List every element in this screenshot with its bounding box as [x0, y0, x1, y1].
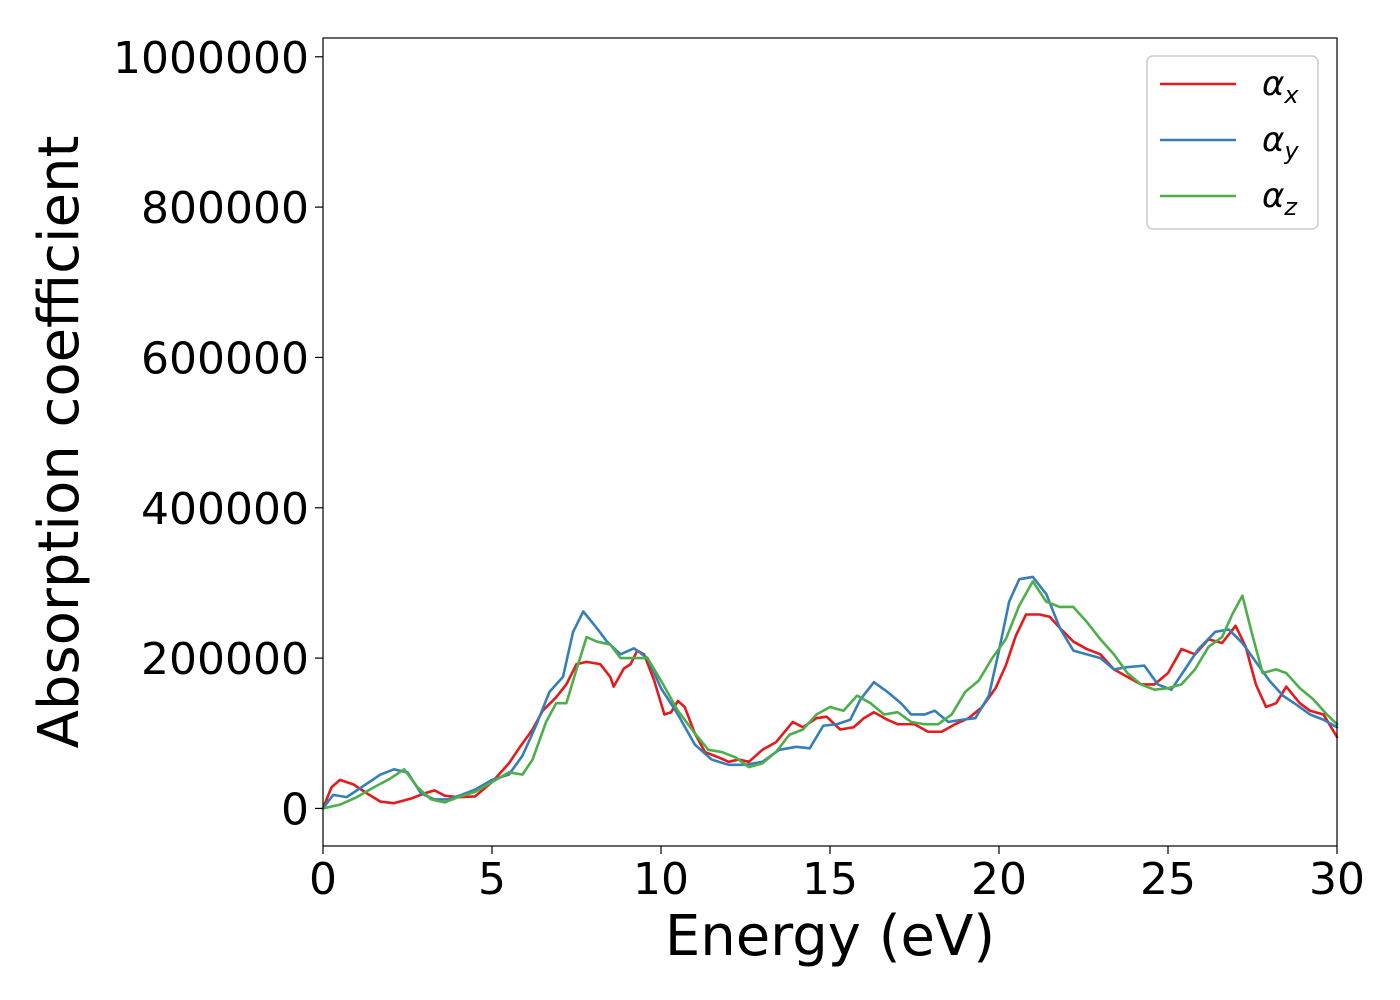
x-axis-ticks: 0 5 10 15 20 25 30: [309, 846, 1365, 905]
y-tick-label: 1000000: [113, 33, 309, 84]
legend-label-subscript: x: [1283, 81, 1299, 109]
x-tick-label: 0: [309, 854, 337, 905]
x-axis-title: Energy (eV): [665, 904, 995, 969]
legend-label-alpha-y: αy: [1262, 120, 1299, 165]
legend-label-subscript: y: [1283, 137, 1299, 165]
y-tick-label: 800000: [141, 183, 309, 234]
y-tick-label: 200000: [141, 634, 309, 685]
y-axis-ticks: 0 200000 400000 600000 800000 1000000: [113, 33, 323, 835]
x-tick-label: 25: [1140, 854, 1196, 905]
y-tick-label: 0: [281, 784, 309, 835]
x-tick-label: 15: [802, 854, 858, 905]
legend-label-base: α: [1262, 176, 1284, 216]
y-axis-title: Absorption coefficient: [27, 136, 92, 749]
series-layer: [321, 575, 1339, 810]
legend-label-base: α: [1262, 64, 1284, 104]
x-tick-label: 5: [478, 854, 506, 905]
legend-label-alpha-x: αx: [1262, 64, 1299, 109]
x-tick-label: 10: [633, 854, 689, 905]
y-tick-label: 400000: [141, 484, 309, 535]
legend-label-alpha-z: αz: [1262, 176, 1298, 221]
x-tick-label: 30: [1309, 854, 1365, 905]
series-line-alpha-x: [321, 613, 1339, 810]
legend-label-base: α: [1262, 120, 1284, 160]
x-tick-label: 20: [971, 854, 1027, 905]
series-line-alpha-z: [321, 580, 1339, 810]
y-tick-label: 600000: [141, 333, 309, 384]
legend-box: [1146, 55, 1319, 230]
legend-label-subscript: z: [1283, 193, 1298, 221]
